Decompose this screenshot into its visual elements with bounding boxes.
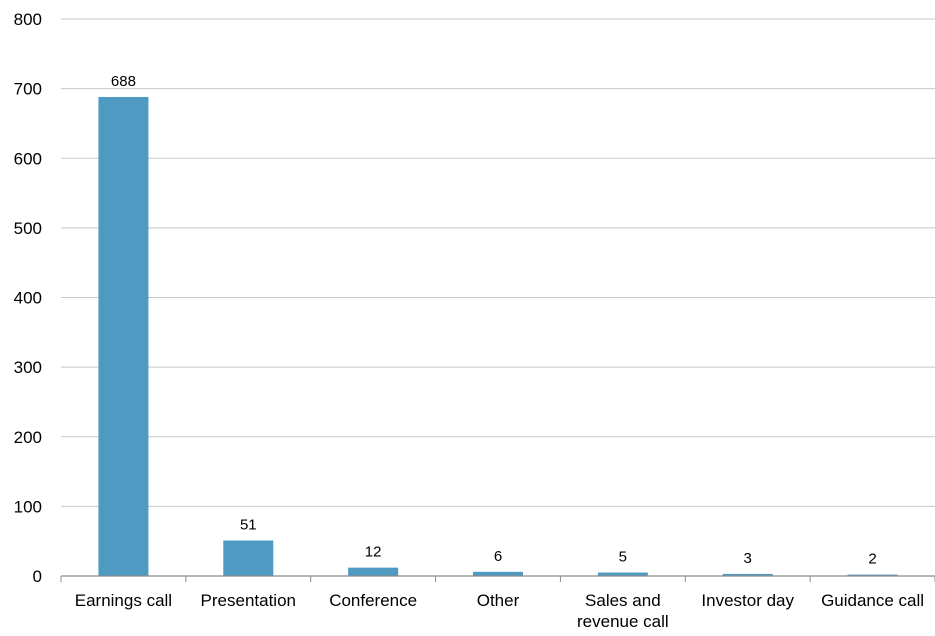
- y-axis-tick-labels: 0 100 200 300 400 500 600 700 800: [14, 10, 42, 586]
- data-label: 688: [111, 73, 136, 90]
- gridlines: [61, 18, 935, 507]
- bar: [722, 573, 773, 576]
- data-label: 3: [744, 550, 752, 567]
- y-tick-label: 100: [14, 497, 42, 516]
- x-axis-tick-labels: Earnings call Presentation Conference Other…: [75, 591, 924, 631]
- bars: [98, 96, 898, 576]
- data-label: 2: [868, 551, 876, 568]
- x-tick-label: Earnings call: [75, 591, 172, 610]
- y-tick-label: 200: [14, 428, 42, 447]
- y-tick-label: 600: [14, 149, 42, 168]
- y-tick-label: 500: [14, 219, 42, 238]
- bar: [847, 574, 898, 576]
- x-tick-label: Conference: [329, 591, 417, 610]
- bar: [98, 96, 149, 576]
- y-tick-label: 300: [14, 358, 42, 377]
- y-tick-label: 700: [14, 80, 42, 99]
- x-tick-label: Sales and revenue call: [577, 591, 669, 631]
- data-label: 5: [619, 549, 627, 566]
- x-tick-label: Guidance call: [821, 591, 924, 610]
- x-tick-label: Other: [477, 591, 520, 610]
- bar: [473, 571, 523, 576]
- y-tick-label: 800: [14, 10, 42, 29]
- x-axis: [60, 575, 935, 582]
- bar: [597, 572, 648, 576]
- bar: [348, 567, 399, 576]
- data-label: 51: [240, 516, 257, 533]
- data-label: 12: [365, 544, 382, 561]
- x-tick-label: Presentation: [201, 591, 296, 610]
- y-tick-label: 0: [33, 567, 42, 586]
- x-tick-label: Investor day: [701, 591, 794, 610]
- y-tick-label: 400: [14, 289, 42, 308]
- data-labels: 688 51 12 6 5 3 2: [111, 73, 877, 568]
- bar: [223, 540, 274, 576]
- data-label: 6: [494, 548, 502, 565]
